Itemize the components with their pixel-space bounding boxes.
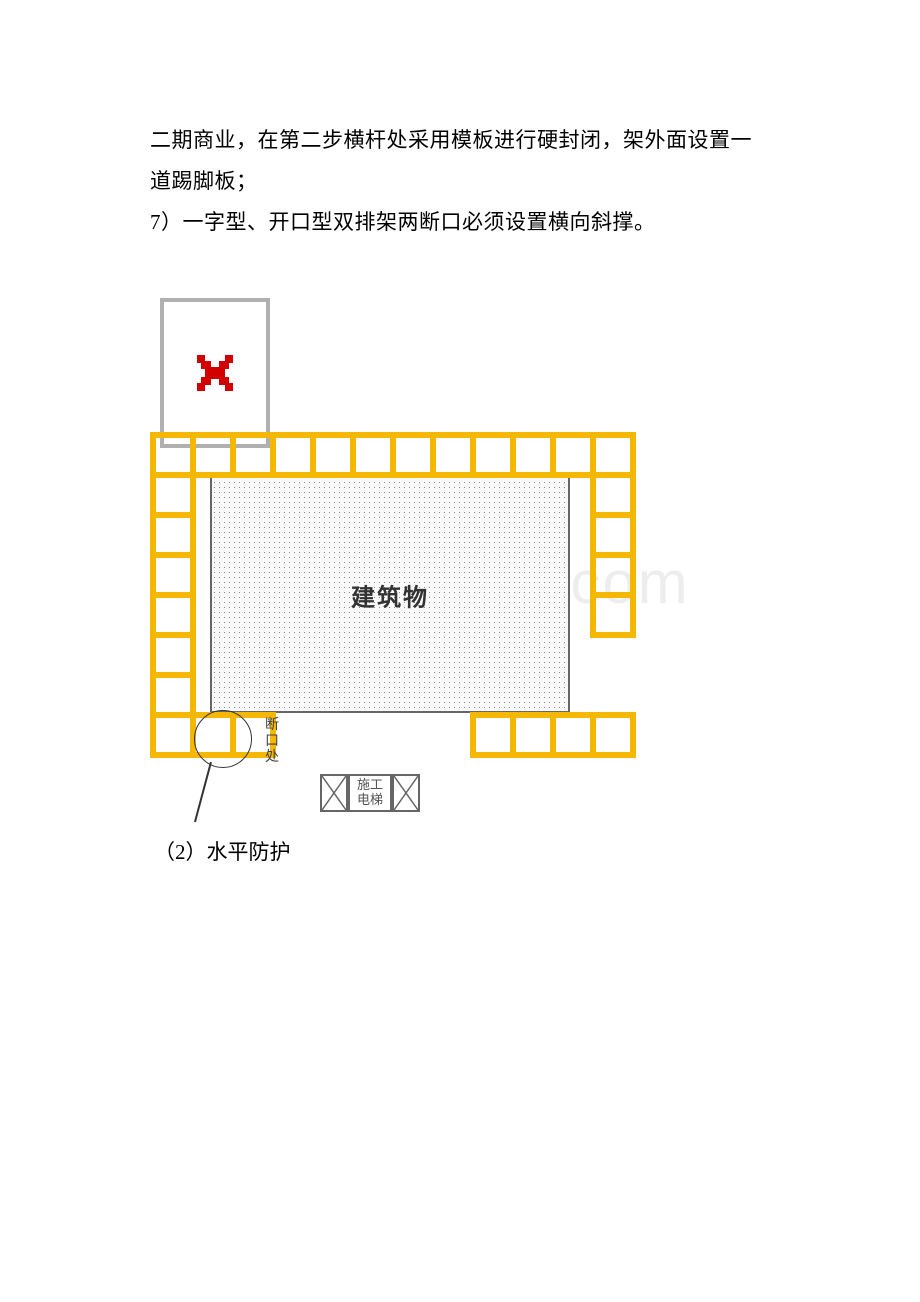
scaffold-cell: [590, 712, 636, 758]
scaffold-diagram: 建筑物 断口处 施工电梯: [152, 432, 632, 832]
elevator-left-box: [320, 774, 348, 812]
scaffold-cell: [470, 712, 516, 758]
paragraph-line-2: 7）一字型、开口型双排架两断口必须设置横向斜撑。: [150, 202, 770, 243]
building-label: 建筑物: [351, 577, 429, 612]
break-pointer-circle: [194, 710, 252, 768]
scaffold-cell: [510, 712, 556, 758]
scaffold-cell: [150, 712, 196, 758]
section-heading: （2）水平防护: [154, 836, 291, 866]
elevator-right-box: [392, 774, 420, 812]
broken-image-x-icon: [197, 355, 233, 391]
break-label: 断口处: [264, 718, 280, 766]
scaffold-cell: [590, 592, 636, 638]
paragraph-line-1: 二期商业，在第二步横杆处采用模板进行硬封闭，架外面设置一道踢脚板；: [150, 120, 770, 202]
broken-image-placeholder: [160, 298, 270, 448]
elevator-label: 施工电梯: [354, 778, 386, 808]
page-content: 二期商业，在第二步横杆处采用模板进行硬封闭，架外面设置一道踢脚板； 7）一字型、…: [0, 0, 920, 448]
break-pointer-line: [194, 762, 211, 822]
building-area: 建筑物: [210, 473, 570, 713]
